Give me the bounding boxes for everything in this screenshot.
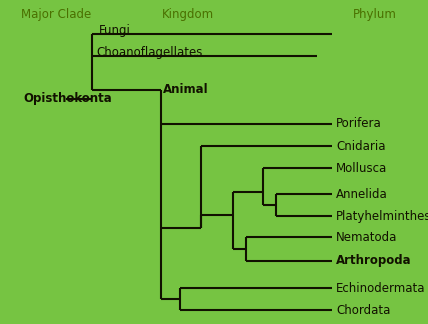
Text: Fungi: Fungi bbox=[98, 24, 130, 37]
Text: Phylum: Phylum bbox=[353, 8, 396, 21]
Text: Choanoflagellates: Choanoflagellates bbox=[96, 46, 203, 59]
Text: Porifera: Porifera bbox=[336, 117, 382, 130]
Text: Chordata: Chordata bbox=[336, 304, 390, 317]
Text: Arthropoda: Arthropoda bbox=[336, 254, 412, 267]
Text: Kingdom: Kingdom bbox=[162, 8, 214, 21]
Text: Platyhelminthes: Platyhelminthes bbox=[336, 210, 428, 223]
Text: Nematoda: Nematoda bbox=[336, 231, 397, 244]
Text: Echinodermata: Echinodermata bbox=[336, 282, 425, 295]
Text: Opisthokonta: Opisthokonta bbox=[24, 92, 112, 105]
Text: Mollusca: Mollusca bbox=[336, 162, 387, 175]
Text: Animal: Animal bbox=[163, 83, 208, 96]
Text: Major Clade: Major Clade bbox=[21, 8, 92, 21]
Text: Annelida: Annelida bbox=[336, 188, 388, 201]
Text: Cnidaria: Cnidaria bbox=[336, 140, 386, 153]
